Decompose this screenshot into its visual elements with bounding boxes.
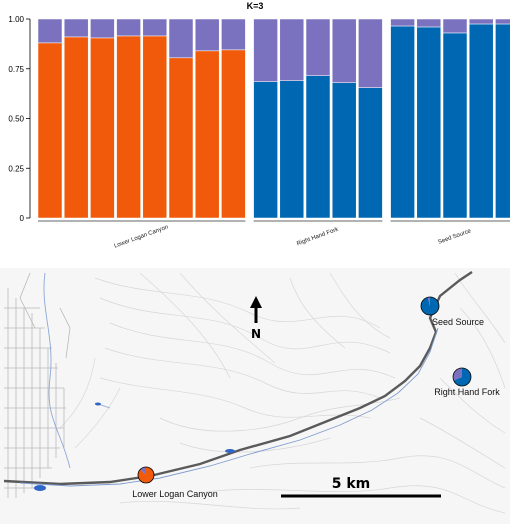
pie-slice bbox=[137, 467, 154, 483]
bar-segment bbox=[416, 18, 442, 28]
y-tick-label: 0.25 bbox=[8, 164, 24, 173]
bar-segment bbox=[331, 18, 357, 83]
scale-bar: 5 km bbox=[281, 476, 441, 498]
pie-right-hand-fork bbox=[452, 367, 472, 387]
bar-segment bbox=[221, 49, 246, 219]
scale-label: 5 km bbox=[332, 476, 371, 492]
bar-segment bbox=[253, 81, 278, 219]
bar-segment bbox=[390, 25, 415, 219]
bar-segment bbox=[390, 18, 415, 27]
bar-segment bbox=[495, 18, 510, 25]
bar-segment bbox=[63, 36, 89, 219]
bar-segment bbox=[279, 80, 305, 219]
bar-segment bbox=[63, 18, 89, 38]
chart-title: K=3 bbox=[247, 1, 264, 11]
pie-outline bbox=[420, 296, 440, 316]
bar-segment bbox=[442, 32, 468, 219]
structure-barplot: K=3 0 0.25 0.50 0.75 1.00 Lower Logan Canyon… bbox=[8, 1, 510, 250]
site-map: N 5 km Lower Logan Canyon Seed Source Ri… bbox=[0, 268, 510, 524]
terrain-contours bbox=[59, 272, 506, 514]
site-label-seed-source: Seed Source bbox=[432, 317, 484, 327]
y-tick-label: 0.50 bbox=[8, 115, 24, 124]
bar-segment bbox=[221, 18, 246, 51]
bar-segment bbox=[253, 18, 278, 82]
bar-segment bbox=[416, 26, 442, 219]
bar-segment bbox=[442, 18, 468, 34]
bar-segment bbox=[168, 57, 194, 219]
bar-area bbox=[37, 18, 510, 219]
bar-segment bbox=[279, 18, 305, 81]
group-label: Lower Logan Canyon bbox=[114, 224, 170, 249]
bar-segment bbox=[116, 35, 141, 219]
reservoirs bbox=[34, 402, 235, 491]
bar-segment bbox=[116, 18, 141, 37]
bar-segment bbox=[90, 18, 115, 39]
bar-segment bbox=[468, 18, 494, 25]
bar-segment bbox=[168, 18, 194, 59]
bar-segment bbox=[305, 75, 331, 219]
bar-segment bbox=[142, 35, 168, 219]
bar-segment bbox=[358, 87, 383, 219]
arrow-up-icon bbox=[250, 296, 262, 308]
bar-segment bbox=[358, 18, 383, 88]
bar-segment bbox=[194, 18, 220, 52]
pie-slice bbox=[140, 467, 146, 475]
pie-outline bbox=[137, 466, 155, 484]
group-label: Right Hand Fork bbox=[296, 226, 340, 247]
pie-slice bbox=[453, 368, 472, 386]
pie-slice bbox=[427, 297, 430, 306]
north-label: N bbox=[251, 327, 261, 341]
y-tick-label: 0.75 bbox=[8, 65, 24, 74]
group-axis: Lower Logan Canyon Right Hand Fork Seed So… bbox=[38, 220, 510, 250]
town-street-grid bbox=[4, 272, 71, 498]
bar-segment bbox=[495, 23, 510, 219]
y-axis: 0 0.25 0.50 0.75 1.00 bbox=[8, 15, 31, 223]
pie-seed-source bbox=[420, 296, 440, 316]
y-tick-label: 1.00 bbox=[8, 15, 24, 24]
bar-segment bbox=[331, 82, 357, 219]
bar-segment bbox=[142, 18, 168, 37]
group-label: Seed Source bbox=[437, 228, 472, 246]
canyon-river bbox=[19, 327, 439, 487]
site-label-lower-logan-canyon: Lower Logan Canyon bbox=[132, 489, 218, 499]
bar-segment bbox=[194, 50, 220, 219]
pie-outline bbox=[452, 367, 472, 387]
bar-segment bbox=[37, 18, 63, 44]
bar-segment bbox=[468, 23, 494, 219]
bar-segment bbox=[305, 18, 331, 76]
pie-lower-logan-canyon bbox=[137, 466, 155, 484]
bar-segment bbox=[37, 42, 63, 219]
north-arrow: N bbox=[250, 296, 262, 341]
bar-segment bbox=[90, 37, 115, 219]
y-tick-label: 0 bbox=[20, 214, 25, 223]
site-label-right-hand-fork: Right Hand Fork bbox=[434, 387, 500, 397]
